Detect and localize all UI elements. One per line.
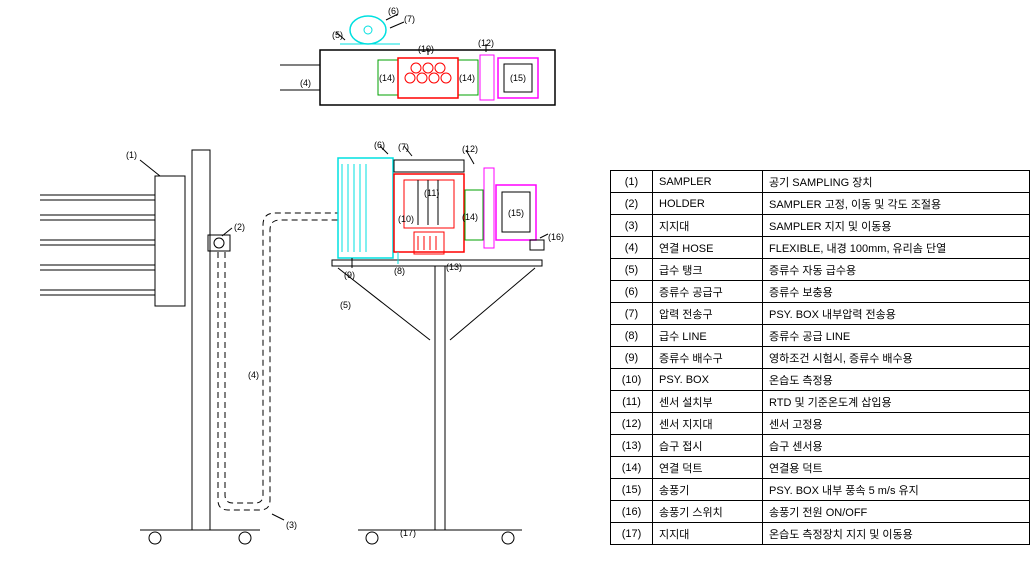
part-number: (1) bbox=[611, 171, 653, 193]
part-desc: 센서 고정용 bbox=[763, 413, 1030, 435]
table-row: (6)증류수 공급구증류수 보충용 bbox=[611, 281, 1030, 303]
table-row: (9)증류수 배수구영하조건 시험시, 증류수 배수용 bbox=[611, 347, 1030, 369]
label-side-11: (11) bbox=[424, 188, 439, 198]
part-name: 센서 지지대 bbox=[653, 413, 763, 435]
label-top-12: (12) bbox=[478, 38, 494, 48]
label-top-15: (15) bbox=[510, 73, 526, 83]
part-name: 송풍기 스위치 bbox=[653, 501, 763, 523]
label-side-14: (14) bbox=[462, 212, 478, 222]
label-side-13: (13) bbox=[446, 262, 462, 272]
table-row: (4)연결 HOSEFLEXIBLE, 내경 100mm, 유리솜 단열 bbox=[611, 237, 1030, 259]
side-view-svg bbox=[0, 140, 600, 580]
table-row: (1)SAMPLER공기 SAMPLING 장치 bbox=[611, 171, 1030, 193]
table-row: (8)급수 LINE증류수 공급 LINE bbox=[611, 325, 1030, 347]
table-row: (16)송풍기 스위치송풍기 전원 ON/OFF bbox=[611, 501, 1030, 523]
part-desc: 송풍기 전원 ON/OFF bbox=[763, 501, 1030, 523]
label-side-17: (17) bbox=[400, 528, 416, 538]
label-side-8: (8) bbox=[394, 266, 405, 276]
part-desc: PSY. BOX 내부 풍속 5 m/s 유지 bbox=[763, 479, 1030, 501]
part-name: 증류수 배수구 bbox=[653, 347, 763, 369]
parts-table: (1)SAMPLER공기 SAMPLING 장치(2)HOLDERSAMPLER… bbox=[610, 170, 1030, 545]
part-name: 송풍기 bbox=[653, 479, 763, 501]
part-number: (4) bbox=[611, 237, 653, 259]
label-top-7: (7) bbox=[404, 14, 415, 24]
table-row: (3)지지대SAMPLER 지지 및 이동용 bbox=[611, 215, 1030, 237]
part-desc: FLEXIBLE, 내경 100mm, 유리솜 단열 bbox=[763, 237, 1030, 259]
label-side-2: (2) bbox=[234, 222, 245, 232]
table-row: (15)송풍기PSY. BOX 내부 풍속 5 m/s 유지 bbox=[611, 479, 1030, 501]
label-side-5: (5) bbox=[340, 300, 351, 310]
table-row: (13)습구 접시습구 센서용 bbox=[611, 435, 1030, 457]
part-number: (7) bbox=[611, 303, 653, 325]
label-side-1: (1) bbox=[126, 150, 137, 160]
label-top-14a: (14) bbox=[379, 73, 395, 83]
label-side-15: (15) bbox=[508, 208, 524, 218]
label-side-6: (6) bbox=[374, 140, 385, 150]
part-desc: SAMPLER 지지 및 이동용 bbox=[763, 215, 1030, 237]
part-desc: 증류수 보충용 bbox=[763, 281, 1030, 303]
parts-table-container: (1)SAMPLER공기 SAMPLING 장치(2)HOLDERSAMPLER… bbox=[610, 170, 1030, 545]
part-number: (16) bbox=[611, 501, 653, 523]
part-desc: 온습도 측정장치 지지 및 이동용 bbox=[763, 523, 1030, 545]
table-row: (11)센서 설치부RTD 및 기준온도계 삽입용 bbox=[611, 391, 1030, 413]
part-number: (10) bbox=[611, 369, 653, 391]
part-name: 급수 LINE bbox=[653, 325, 763, 347]
part-number: (12) bbox=[611, 413, 653, 435]
part-number: (8) bbox=[611, 325, 653, 347]
part-name: 압력 전송구 bbox=[653, 303, 763, 325]
label-side-16: (16) bbox=[548, 232, 564, 242]
part-number: (3) bbox=[611, 215, 653, 237]
part-number: (13) bbox=[611, 435, 653, 457]
part-name: 지지대 bbox=[653, 215, 763, 237]
part-desc: 습구 센서용 bbox=[763, 435, 1030, 457]
table-row: (2)HOLDERSAMPLER 고정, 이동 및 각도 조절용 bbox=[611, 193, 1030, 215]
label-side-7: (7) bbox=[398, 142, 409, 152]
label-side-10: (10) bbox=[398, 214, 414, 224]
part-desc: 증류수 공급 LINE bbox=[763, 325, 1030, 347]
part-desc: 증류수 자동 급수용 bbox=[763, 259, 1030, 281]
engineering-diagram: (4) (5) (6) (7) (10) (12) (14) (14) (15) bbox=[0, 0, 600, 577]
part-desc: PSY. BOX 내부압력 전송용 bbox=[763, 303, 1030, 325]
label-side-4: (4) bbox=[248, 370, 259, 380]
part-number: (6) bbox=[611, 281, 653, 303]
table-row: (10)PSY. BOX온습도 측정용 bbox=[611, 369, 1030, 391]
table-row: (17)지지대온습도 측정장치 지지 및 이동용 bbox=[611, 523, 1030, 545]
table-row: (7)압력 전송구PSY. BOX 내부압력 전송용 bbox=[611, 303, 1030, 325]
part-number: (2) bbox=[611, 193, 653, 215]
part-name: 지지대 bbox=[653, 523, 763, 545]
top-view-svg bbox=[0, 0, 600, 140]
label-top-4: (4) bbox=[300, 78, 311, 88]
label-side-9: (9) bbox=[344, 270, 355, 280]
part-name: SAMPLER bbox=[653, 171, 763, 193]
part-number: (5) bbox=[611, 259, 653, 281]
part-number: (9) bbox=[611, 347, 653, 369]
label-top-6: (6) bbox=[388, 6, 399, 16]
part-name: 연결 덕트 bbox=[653, 457, 763, 479]
part-desc: 연결용 덕트 bbox=[763, 457, 1030, 479]
part-name: 센서 설치부 bbox=[653, 391, 763, 413]
label-side-3: (3) bbox=[286, 520, 297, 530]
part-number: (11) bbox=[611, 391, 653, 413]
part-number: (17) bbox=[611, 523, 653, 545]
label-side-12: (12) bbox=[462, 144, 478, 154]
part-desc: SAMPLER 고정, 이동 및 각도 조절용 bbox=[763, 193, 1030, 215]
part-desc: 온습도 측정용 bbox=[763, 369, 1030, 391]
label-top-14b: (14) bbox=[459, 73, 475, 83]
table-row: (5)급수 탱크증류수 자동 급수용 bbox=[611, 259, 1030, 281]
label-top-5: (5) bbox=[332, 30, 343, 40]
table-row: (14)연결 덕트연결용 덕트 bbox=[611, 457, 1030, 479]
part-name: 습구 접시 bbox=[653, 435, 763, 457]
part-desc: 영하조건 시험시, 증류수 배수용 bbox=[763, 347, 1030, 369]
part-name: HOLDER bbox=[653, 193, 763, 215]
part-number: (15) bbox=[611, 479, 653, 501]
part-name: 급수 탱크 bbox=[653, 259, 763, 281]
part-name: PSY. BOX bbox=[653, 369, 763, 391]
table-row: (12)센서 지지대센서 고정용 bbox=[611, 413, 1030, 435]
part-desc: 공기 SAMPLING 장치 bbox=[763, 171, 1030, 193]
label-top-10: (10) bbox=[418, 44, 434, 54]
part-name: 연결 HOSE bbox=[653, 237, 763, 259]
part-name: 증류수 공급구 bbox=[653, 281, 763, 303]
part-desc: RTD 및 기준온도계 삽입용 bbox=[763, 391, 1030, 413]
part-number: (14) bbox=[611, 457, 653, 479]
